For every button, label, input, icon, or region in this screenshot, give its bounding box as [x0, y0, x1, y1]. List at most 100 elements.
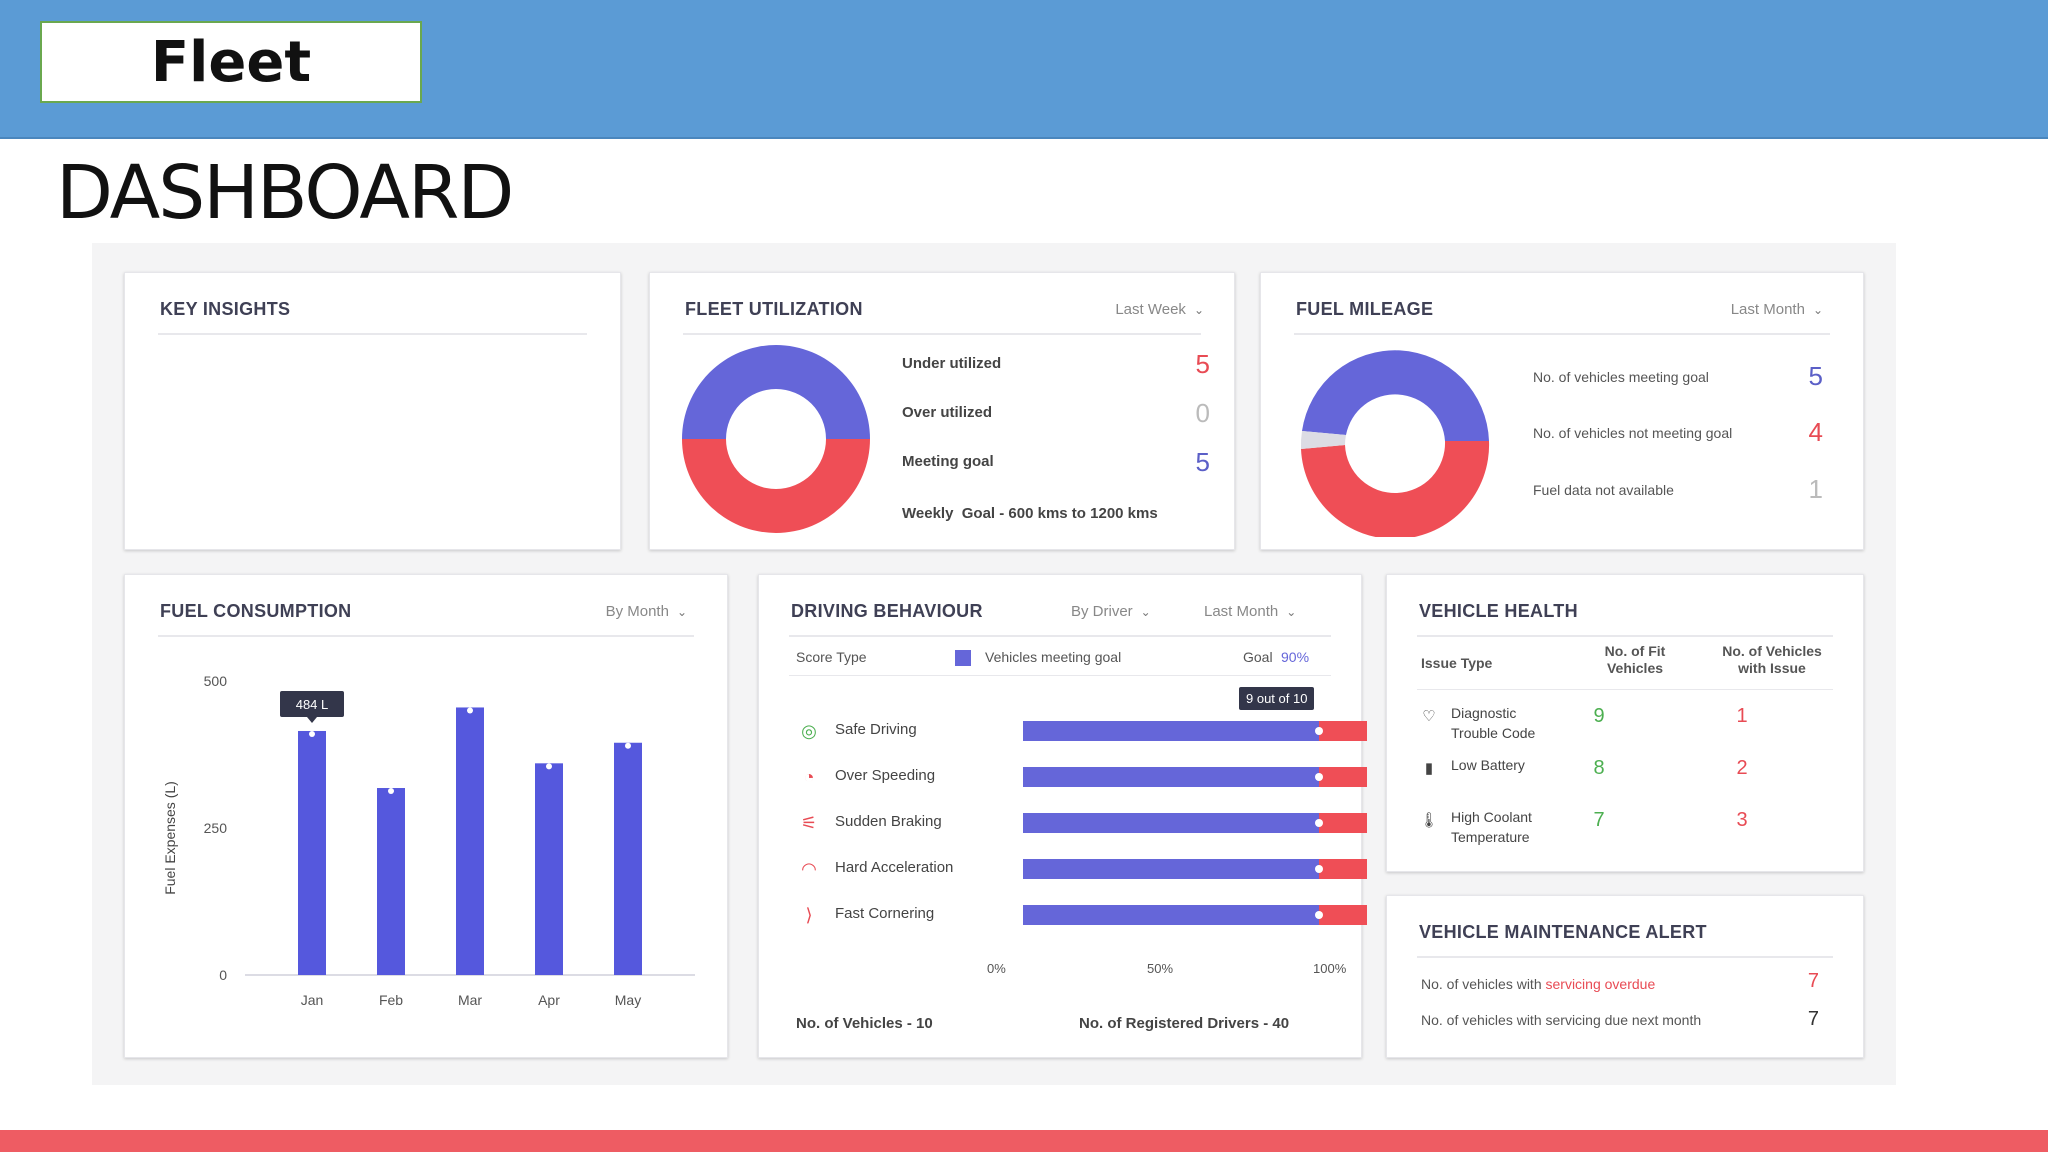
bar-apr[interactable] [535, 763, 563, 975]
cornering-icon: ⟩ [805, 905, 813, 925]
divider [1417, 635, 1833, 637]
issue-count: 1 [1736, 705, 1748, 727]
dropdown-value: By Month [605, 603, 669, 620]
fuel-consumption-card: FUEL CONSUMPTION By Month ⌄ 0 250 500 Fuel … [124, 574, 728, 1058]
under-utilized-value: 5 [1195, 349, 1210, 379]
behaviour-row: ◔ Over Speeding [797, 763, 1367, 793]
bar-tooltip: 9 out of 10 [1239, 687, 1315, 710]
behaviour-bar-marker [1314, 773, 1323, 781]
fuel-mileage-period-dropdown[interactable]: Last Month ⌄ [1731, 301, 1823, 318]
maintenance-alert-card: VEHICLE MAINTENANCE ALERT No. of vehicle… [1386, 895, 1864, 1058]
chevron-down-icon: ⌄ [1286, 604, 1297, 619]
x-tick-label: Jan [301, 992, 324, 1008]
x-tick-label: Feb [379, 992, 403, 1008]
vehicle-health-row: ♡ Diagnostic Trouble Code 9 1 [1419, 703, 1839, 747]
fuel-mileage-title: FUEL MILEAGE [1296, 299, 1434, 319]
donut-segment-no-data [1300, 431, 1346, 449]
behaviour-label: Hard Acceleration [835, 859, 954, 876]
thermometer-icon: 🌡 [1419, 812, 1439, 829]
servicing-overdue-prefix: No. of vehicles with [1421, 976, 1546, 992]
fuel-mileage-card: FUEL MILEAGE Last Month ⌄ No. of vehicle… [1260, 272, 1864, 550]
servicing-overdue-label: No. of vehicles with servicing overdue [1421, 976, 1655, 992]
score-type-label: Score Type [796, 649, 867, 665]
vehicle-health-title: VEHICLE HEALTH [1419, 601, 1578, 621]
servicing-next-month-value: 7 [1807, 1008, 1819, 1030]
issue-count: 3 [1736, 809, 1748, 831]
braking-icon: ⚟ [800, 813, 818, 833]
donut-segment-not-meeting [1301, 441, 1490, 537]
behaviour-bar-track [1023, 859, 1367, 879]
divider [789, 635, 1331, 637]
fleet-utilization-card: FLEET UTILIZATION Last Week ⌄ Under util… [649, 272, 1235, 550]
tooltip-text: 484 L [296, 697, 329, 712]
divider [158, 635, 694, 637]
axis-tick-50: 50% [1147, 961, 1174, 976]
donut-segment-meeting [682, 439, 870, 533]
y-axis-label: Fuel Expenses (L) [162, 781, 178, 895]
behaviour-label: Sudden Braking [835, 813, 942, 830]
fit-count: 8 [1593, 757, 1605, 779]
dropdown-value: Last Week [1115, 301, 1186, 318]
y-tick-label: 250 [204, 820, 228, 836]
registered-drivers-count: No. of Registered Drivers - 40 [1079, 1015, 1290, 1032]
behaviour-row: ◠ Hard Acceleration [797, 855, 1367, 885]
vehicles-count: No. of Vehicles - 10 [796, 1015, 933, 1032]
col-issue-type: Issue Type [1421, 655, 1493, 671]
bar-may[interactable] [614, 742, 642, 975]
behaviour-bar-fill [1023, 859, 1319, 879]
divider [1294, 333, 1830, 335]
vehicle-health-card: VEHICLE HEALTH Issue Type No. of Fit Veh… [1386, 574, 1864, 872]
steering-wheel-icon: ◎ [801, 721, 817, 741]
divider [789, 675, 1331, 676]
battery-icon: ▮ [1424, 760, 1434, 777]
bar-mar[interactable] [456, 707, 484, 975]
bar-point [467, 707, 473, 714]
fleet-utilization-period-dropdown[interactable]: Last Week ⌄ [1115, 301, 1204, 318]
behaviour-label: Safe Driving [835, 721, 917, 738]
bar-tooltip: 484 L [280, 690, 344, 723]
behaviour-bar-track [1023, 813, 1367, 833]
divider [683, 333, 1201, 335]
bar-point [625, 742, 631, 749]
fit-count: 7 [1593, 809, 1605, 831]
divider [158, 333, 587, 335]
behaviour-bar-track [1023, 905, 1367, 925]
legend-label: Vehicles meeting goal [985, 649, 1122, 665]
x-tick-label: Mar [458, 992, 482, 1008]
servicing-overdue-highlight: servicing overdue [1545, 976, 1656, 992]
col-vehicles-with-issue: No. of Vehicles with Issue [1722, 643, 1822, 676]
fleet-utilization-donut [682, 345, 870, 533]
not-meeting-goal-value: 4 [1808, 417, 1823, 447]
legend-swatch [955, 650, 971, 666]
bar-feb[interactable] [377, 788, 405, 975]
goal-label: Goal [1243, 649, 1273, 665]
behaviour-bar-fill [1023, 767, 1319, 787]
divider [1417, 689, 1833, 690]
fit-count: 9 [1593, 705, 1605, 727]
behaviour-bar-track [1023, 767, 1367, 787]
dropdown-value: Last Month [1730, 301, 1805, 318]
behaviour-bar-fill [1023, 813, 1319, 833]
driving-behaviour-period-dropdown[interactable]: Last Month ⌄ [1204, 603, 1296, 620]
behaviour-label: Over Speeding [835, 767, 936, 784]
over-utilized-value: 0 [1195, 398, 1210, 428]
donut-segment-under [682, 345, 870, 439]
key-insights-card: KEY INSIGHTS [124, 272, 621, 550]
speedometer-icon: ◔ [803, 767, 815, 787]
dropdown-value: By Driver [1071, 603, 1133, 620]
servicing-overdue-value: 7 [1807, 970, 1819, 992]
issue-label: Low Battery [1451, 757, 1525, 773]
behaviour-bar-marker [1314, 911, 1323, 919]
vehicle-health-row: 🌡 High Coolant Temperature 7 3 [1419, 807, 1839, 851]
behaviour-row: ◎ Safe Driving [797, 717, 1367, 747]
driving-behaviour-driver-dropdown[interactable]: By Driver ⌄ [1071, 603, 1151, 620]
fuel-consumption-group-dropdown[interactable]: By Month ⌄ [606, 603, 687, 620]
behaviour-bar-fill [1023, 905, 1319, 925]
divider [1417, 956, 1833, 958]
fuel-consumption-title: FUEL CONSUMPTION [160, 601, 352, 621]
donut-segment-meeting [1302, 350, 1489, 441]
behaviour-bar-marker [1314, 865, 1323, 873]
y-tick-label: 0 [219, 967, 227, 983]
bar-point [309, 730, 315, 737]
bar-jan[interactable] [298, 730, 326, 975]
